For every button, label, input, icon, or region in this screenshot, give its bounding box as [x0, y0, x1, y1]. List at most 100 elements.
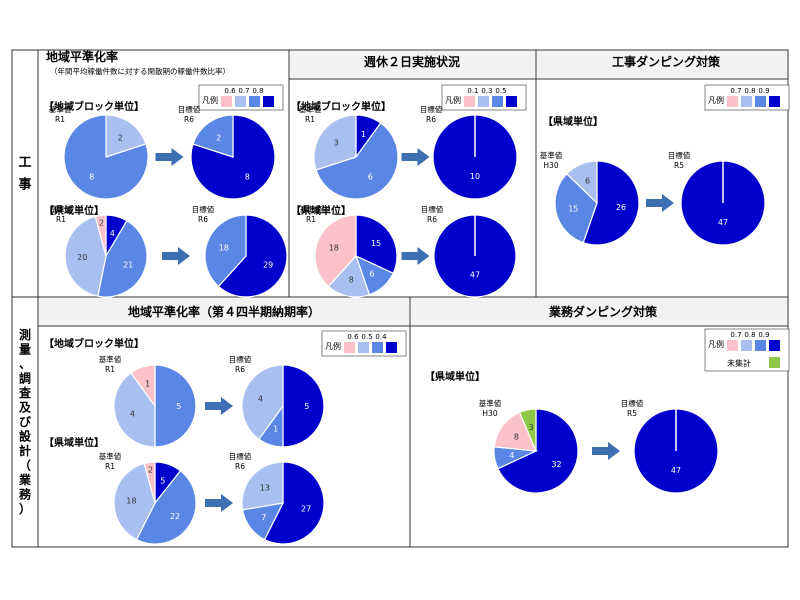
pie-target: 10	[432, 114, 518, 200]
pie-value-label: 18	[329, 243, 339, 252]
legend-swatch-green	[769, 357, 780, 368]
pie-slice	[154, 364, 197, 448]
pie-baseline: 32 48 3	[493, 408, 579, 494]
pie-target: 29 18	[204, 214, 288, 298]
pie-value-label: 4	[258, 395, 263, 404]
pie-value-label: 2	[216, 133, 221, 142]
pie-caption: 基準値 R1	[99, 354, 122, 374]
pie-value-label: 4	[509, 451, 514, 460]
pie-baseline: 5 4 1	[113, 364, 197, 448]
legend-label: 凡例	[708, 339, 724, 349]
outer-border	[11, 49, 789, 548]
panel-title-service-dumping: 業務ダンピング対策	[548, 304, 658, 319]
transition-arrow	[401, 148, 430, 166]
pie-slice	[518, 408, 537, 452]
transition-arrow	[155, 148, 184, 166]
legend-swatch-dark_blue	[769, 340, 780, 351]
pie-value-label: 1	[361, 130, 366, 139]
pie-slice	[113, 462, 156, 541]
legend-swatch-light_blue	[741, 96, 752, 107]
legend-swatch-dark_blue	[506, 96, 517, 107]
legend-swatch-mid_blue	[249, 96, 260, 107]
legend-threshold: 0.7	[238, 87, 249, 95]
legend-label: 凡例	[202, 95, 218, 105]
legend-swatch-mid_blue	[372, 342, 383, 353]
pie-caption: 目標値 R6	[178, 104, 201, 124]
pie-caption: 基準値 H30	[479, 398, 502, 418]
pie-value-label: 3	[529, 423, 534, 432]
pie-slice	[135, 469, 197, 545]
group-label-pref-p4: 【県域単位】	[44, 436, 104, 449]
legend-swatch-dark_blue	[769, 96, 780, 107]
pie-value-label: 18	[219, 243, 229, 252]
section-label-survey: 測量、調査及び設計（業務）	[18, 327, 32, 516]
pie-value-label: 7	[261, 513, 266, 522]
pie-caption: 目標値 R6	[420, 104, 443, 124]
pie-value-label: 29	[263, 261, 273, 270]
pie-target: 5 1 4	[241, 364, 325, 448]
pie-slice	[315, 122, 399, 200]
pie-value-label: 5	[160, 477, 165, 486]
pie-slice	[204, 214, 247, 288]
pie-target: 27 7 13	[241, 461, 325, 545]
pie-value-label: 18	[126, 497, 136, 506]
legend-label: 凡例	[445, 95, 461, 105]
panel-title-leveling: 地域平準化率	[46, 49, 118, 64]
pie-baseline: 28	[63, 114, 149, 200]
pie-value-label: 4	[110, 229, 115, 238]
legend-threshold: 0.1	[467, 87, 478, 95]
group-label-block-p2: 【地域ブロック単位】	[291, 100, 391, 113]
group-label-pref-p5: 【県域単位】	[425, 370, 485, 383]
legend-threshold: 0.6	[347, 333, 359, 341]
pie-caption: 目標値 R6	[421, 204, 444, 224]
legend-threshold: 0.4	[375, 333, 387, 341]
legend-threshold: 0.5	[361, 333, 372, 341]
pie-slice	[130, 364, 156, 408]
group-label-block-p1: 【地域ブロック単位】	[44, 100, 144, 113]
pie-caption: 目標値 R6	[229, 354, 252, 374]
panel-header-bg-weekly	[290, 51, 535, 78]
pie-slice	[327, 254, 371, 298]
pie-value-label: 8	[245, 173, 250, 182]
panel-title-q4-delivery: 地域平準化率（第４四半期納期率）	[128, 304, 320, 319]
pie-value-label: 15	[371, 239, 381, 248]
pie-value-label: 3	[334, 139, 339, 148]
pie-value-label: 8	[89, 173, 94, 182]
pie-value-label: 5	[176, 402, 181, 411]
group-label-block-p4: 【地域ブロック単位】	[44, 337, 144, 350]
legend-label: 凡例	[325, 341, 341, 351]
pie-baseline: 5 22 18 2	[113, 461, 197, 545]
pie-slice	[497, 408, 579, 494]
legend-threshold: 0.8	[744, 331, 755, 339]
pie-target: 47	[433, 214, 517, 298]
pie-baseline: 15 6 8 18	[314, 214, 398, 298]
transition-arrow	[205, 397, 233, 415]
pie-caption: 基準値 H30	[540, 150, 563, 170]
panel-subtitle-leveling: （年間平均稼働件数に対する閑散期の稼働件数比率）	[50, 66, 230, 76]
transition-arrow	[646, 194, 674, 212]
legend-swatch-mid_blue	[755, 340, 766, 351]
pie-value-label: 6	[585, 177, 590, 186]
pie-slice	[355, 214, 398, 275]
legend-swatch-mid_blue	[755, 96, 766, 107]
pie-slice	[263, 461, 325, 545]
transition-arrow	[162, 247, 190, 265]
pie-target: 47	[633, 408, 719, 494]
legend-p5: 凡例 0.7 0.8 0.9 未集計	[704, 328, 790, 372]
pie-value-label: 27	[301, 505, 311, 514]
legend-p1: 凡例 0.6 0.7 0.8	[198, 84, 284, 111]
group-label-pref-p3: 【県域単位】	[543, 115, 603, 128]
pie-slice	[565, 160, 598, 205]
pie-value-label: 5	[304, 402, 309, 411]
pie-slice	[105, 114, 147, 158]
section-label-construction: 工事	[18, 156, 31, 193]
legend-unaggregated-label: 未集計	[727, 358, 751, 368]
pie-value-label: 47	[470, 270, 480, 279]
legend-swatch-light_blue	[741, 340, 752, 351]
legend-swatch-light_blue	[235, 96, 246, 107]
legend-threshold: 0.9	[758, 331, 769, 339]
legend-threshold: 0.5	[495, 87, 506, 95]
pie-slice	[241, 364, 284, 441]
pie-value-label: 8	[514, 433, 519, 442]
